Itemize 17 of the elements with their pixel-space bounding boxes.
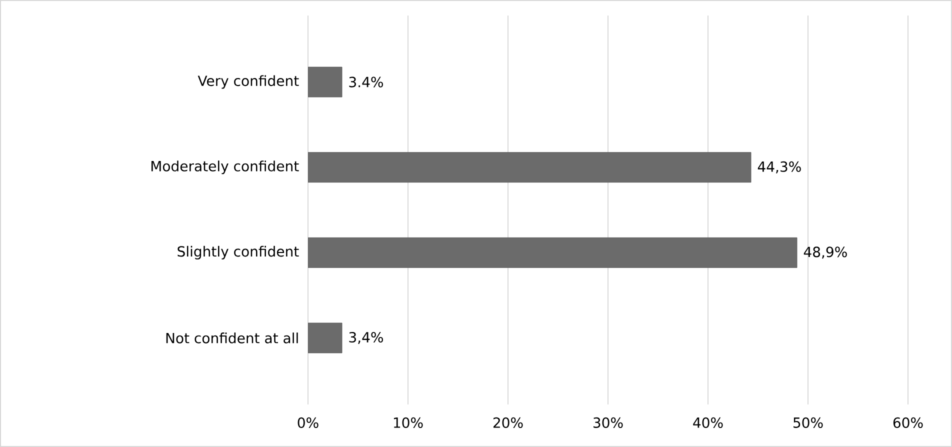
- bar: [308, 237, 798, 268]
- data-label: 44,3%: [758, 161, 801, 174]
- x-tick-label: 30%: [594, 417, 623, 428]
- x-tick-label: 20%: [493, 417, 523, 428]
- y-tick-label: Very confident: [198, 75, 299, 89]
- y-tick-label: Slightly confident: [178, 246, 299, 260]
- y-tick-label: Not confident at all: [166, 332, 298, 344]
- x-tick-label: 60%: [893, 417, 923, 428]
- x-tick-label: 0%: [298, 417, 318, 428]
- data-label: 48,9%: [804, 246, 847, 259]
- x-tick-label: 10%: [394, 417, 423, 428]
- x-tick-label: 50%: [794, 417, 823, 428]
- data-label: 3,4%: [349, 332, 383, 344]
- y-tick-label: Moderately confident: [151, 160, 299, 174]
- x-tick-label: 40%: [693, 417, 723, 428]
- bar: [308, 152, 752, 183]
- data-label: 3.4%: [349, 76, 383, 88]
